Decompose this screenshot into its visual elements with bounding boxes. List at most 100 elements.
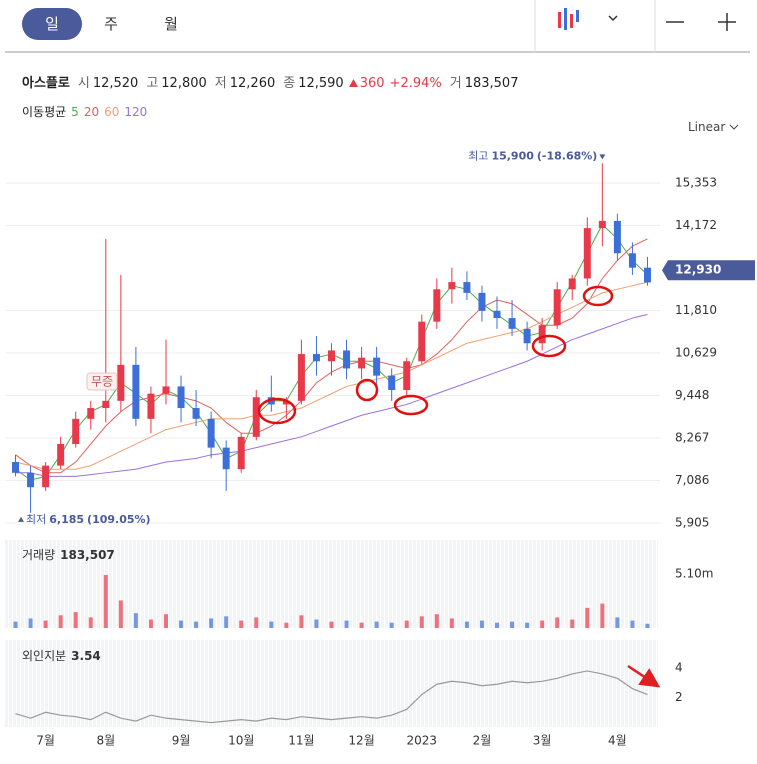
volume-bar [133, 613, 138, 628]
candle-body [222, 447, 230, 470]
candle-body [583, 228, 591, 279]
dropdown-icon[interactable] [608, 15, 618, 22]
candle-body [192, 408, 200, 419]
volume-bar [449, 618, 454, 628]
foreign-title: 외인지분 3.54 [22, 649, 101, 663]
annotation-part: (-18.68%) [537, 149, 597, 162]
volume-panel [5, 540, 658, 628]
candle-body [162, 386, 170, 394]
legend-entry[interactable]: 20 [83, 105, 100, 119]
x-tick-label: 7월 [36, 734, 55, 748]
volume-bar [600, 603, 605, 628]
ma-legend: 이동평균 5 20 60 120 [22, 103, 147, 120]
arrow [627, 664, 661, 688]
x-tick-label: 3월 [533, 734, 552, 748]
scale-mode[interactable]: Linear [688, 120, 739, 134]
volume-bar [194, 621, 199, 628]
legend-entry[interactable]: 5 [71, 105, 79, 119]
annotation-part: 최고 [468, 149, 488, 162]
y-tick-label: 2 [675, 690, 683, 704]
foreign-line [15, 670, 648, 724]
volume-bar [239, 620, 244, 628]
tab[interactable]: 주 [104, 15, 118, 33]
low-annotation: 최저 6,185 (109.05%) [26, 513, 151, 526]
field-label: 시 [77, 76, 90, 91]
candle-body [87, 408, 95, 419]
tab[interactable]: 일 [22, 8, 82, 40]
candle-body [523, 328, 531, 344]
volume-bar [179, 620, 184, 628]
field-label: 저 [214, 76, 227, 91]
volume-bar [299, 615, 304, 628]
field-label: 종 [283, 76, 296, 91]
volume-bar [434, 614, 439, 628]
candle-body [297, 354, 305, 401]
candle-body [493, 310, 501, 319]
candle-body [57, 444, 65, 466]
volume-bar [570, 619, 575, 628]
x-tick-label: 11월 [288, 734, 314, 748]
volume-bar [209, 618, 214, 628]
candle-body [207, 418, 215, 448]
candle-body [132, 364, 140, 419]
x-tick-label: 10월 [228, 734, 254, 748]
candle-body [508, 318, 516, 329]
volume-bar [419, 616, 424, 628]
highlight-circles [257, 285, 614, 425]
y-tick-label: 8,267 [675, 431, 709, 445]
volume-bar [163, 614, 168, 628]
volume-bar [525, 622, 530, 628]
field-value: 12,520 [92, 76, 139, 91]
volume-bar [58, 615, 63, 628]
field-value: 12,260 [229, 76, 276, 91]
change: 360 [359, 76, 385, 91]
volume-bar [540, 620, 545, 628]
price-badge-label: 12,930 [675, 263, 721, 277]
volume-bar [585, 607, 590, 628]
candle-body [27, 472, 35, 488]
x-tick-label: 2023 [407, 734, 438, 748]
quote-line: 아스플로 시 12,520 고 12,800 저 12,260 종 12,590 360 +2.94… [22, 72, 518, 91]
volume: 183,507 [464, 76, 519, 91]
annotation-part: 최저 [26, 513, 46, 526]
candle-body [568, 278, 576, 290]
volume-bar [224, 616, 229, 628]
volume-bar [510, 621, 515, 628]
candle-body [312, 354, 320, 362]
candle-body [72, 418, 80, 445]
y-tick-label: 9,448 [675, 388, 709, 402]
candle-body [42, 465, 50, 488]
candle-body [282, 400, 290, 405]
candle-body [343, 350, 351, 369]
low-marker [18, 516, 24, 522]
chevron [729, 124, 739, 130]
x-tick-label: 4월 [608, 734, 627, 748]
y-tick-label: 14,172 [675, 218, 717, 232]
legend-entry[interactable]: 120 [124, 105, 148, 119]
stock-name: 아스플로 [22, 76, 70, 91]
field-value: 12,800 [161, 76, 207, 91]
legend-entry[interactable]: 60 [104, 105, 120, 119]
volume-bar [645, 623, 650, 628]
volume-bar [73, 612, 78, 628]
zoom-in[interactable] [718, 13, 736, 31]
candle-body [463, 282, 471, 293]
candle-body [643, 267, 651, 283]
candle-body [628, 253, 636, 268]
candle-body [403, 361, 411, 391]
chart-type-icon[interactable] [558, 8, 579, 30]
candle-body [598, 220, 606, 229]
tab[interactable]: 월 [164, 15, 178, 33]
candle-body [553, 289, 561, 326]
y-tick-label: 10,629 [675, 346, 717, 360]
volume-bar [479, 620, 484, 628]
title-value: 183,507 [60, 548, 115, 562]
scale-label[interactable]: Linear [688, 120, 726, 134]
change-rate: +2.94% [389, 76, 442, 91]
candle-body [478, 292, 486, 311]
y-tick-label: 5,905 [675, 516, 709, 530]
annotation-part: 6,185 [49, 513, 84, 526]
x-tick-label: 9월 [172, 734, 191, 748]
volume-bar [254, 617, 259, 628]
